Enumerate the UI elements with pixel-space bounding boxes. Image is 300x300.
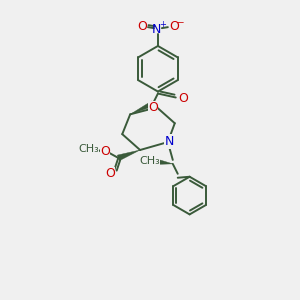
Text: N: N xyxy=(152,22,162,36)
Text: N: N xyxy=(165,135,175,148)
Polygon shape xyxy=(117,150,140,161)
Polygon shape xyxy=(158,159,173,164)
Text: O: O xyxy=(137,20,147,33)
Text: +: + xyxy=(159,20,166,29)
Text: −: − xyxy=(176,17,184,26)
Text: O: O xyxy=(105,167,115,180)
Text: O: O xyxy=(100,146,110,158)
Text: CH₃: CH₃ xyxy=(140,156,160,166)
Text: O: O xyxy=(148,101,158,114)
Polygon shape xyxy=(130,101,154,114)
Text: O: O xyxy=(178,92,188,105)
Text: O: O xyxy=(169,20,179,33)
Text: CH₃: CH₃ xyxy=(78,144,99,154)
